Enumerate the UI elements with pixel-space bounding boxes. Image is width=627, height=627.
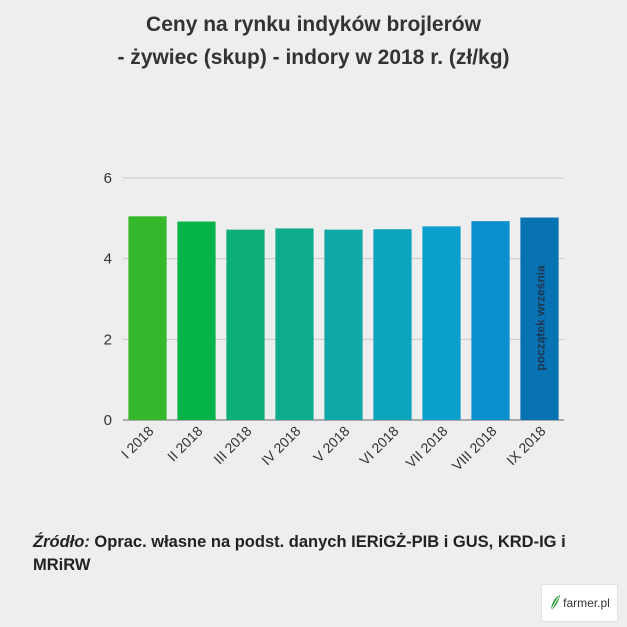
bar xyxy=(471,221,510,420)
y-tick-label: 0 xyxy=(104,412,112,429)
bar-annotation: początek września xyxy=(534,265,548,371)
bar xyxy=(324,229,363,420)
x-tick-label: VIII 2018 xyxy=(449,423,500,474)
bar xyxy=(373,229,412,420)
source-text: Oprac. własne na podst. danych IERiGŻ-PI… xyxy=(33,533,566,574)
chart-title-line2: - żywiec (skup) - indory w 2018 r. (zł/k… xyxy=(117,46,510,69)
bar xyxy=(128,216,167,420)
farmer-logo[interactable]: farmer.pl xyxy=(541,584,618,622)
annotations: początek września xyxy=(534,265,548,371)
x-tick-label: VII 2018 xyxy=(402,423,450,471)
y-axis-ticks: 0 2 4 6 xyxy=(104,170,112,429)
bar xyxy=(275,228,314,420)
leaf-icon xyxy=(550,595,561,612)
y-tick-label: 2 xyxy=(104,331,112,348)
x-tick-label: II 2018 xyxy=(164,423,206,465)
y-tick-label: 4 xyxy=(104,251,112,268)
source-label: Źródło: xyxy=(33,533,90,551)
y-tick-label: 6 xyxy=(104,170,112,187)
bar xyxy=(226,229,265,420)
x-tick-label: IV 2018 xyxy=(258,423,304,469)
logo-text: farmer.pl xyxy=(563,596,610,610)
bar xyxy=(520,217,559,420)
bars xyxy=(128,216,559,420)
x-tick-label: I 2018 xyxy=(118,423,157,462)
x-tick-label: V 2018 xyxy=(310,423,353,466)
chart-title-line1: Ceny na rynku indyków brojlerów xyxy=(146,13,481,36)
x-tick-label: IX 2018 xyxy=(503,423,549,469)
bar xyxy=(422,226,461,420)
x-tick-label: VI 2018 xyxy=(356,423,402,469)
chart-title: Ceny na rynku indyków brojlerów - żywiec… xyxy=(0,8,627,74)
x-axis-ticks: I 2018 II 2018 III 2018 IV 2018 V 2018 VI 201… xyxy=(118,423,549,474)
source-note: Źródło: Oprac. własne na podst. danych I… xyxy=(33,531,603,577)
bar xyxy=(177,221,216,420)
x-tick-label: III 2018 xyxy=(210,423,254,467)
